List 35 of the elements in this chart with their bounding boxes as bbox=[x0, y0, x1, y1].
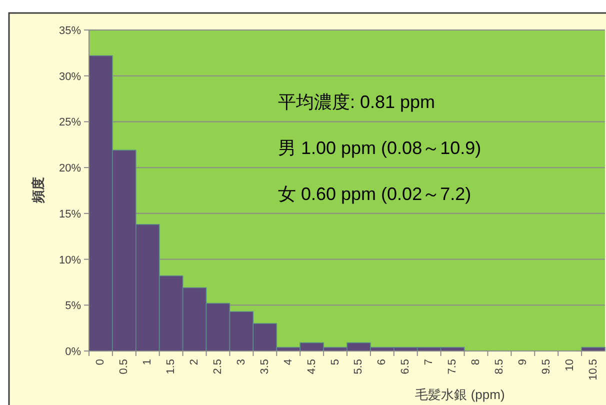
x-tick-label: 2 bbox=[188, 359, 201, 366]
y-tick-label: 35% bbox=[58, 25, 82, 37]
x-tick-label: 7.5 bbox=[446, 359, 459, 374]
x-tick-label: 4 bbox=[282, 359, 294, 366]
y-tick-label: 15% bbox=[58, 208, 82, 220]
annotation: 平均濃度: 0.81 ppm bbox=[278, 92, 436, 112]
y-tick-label: 25% bbox=[58, 116, 82, 129]
y-tick-label: 5% bbox=[65, 300, 82, 312]
x-tick-label: 5 bbox=[329, 359, 342, 366]
y-tick-label: 0% bbox=[65, 346, 82, 358]
y-axis-title: 頻度 bbox=[30, 177, 46, 204]
y-tick-label: 10% bbox=[58, 254, 82, 266]
annotation: 男 1.00 ppm (0.08～10.9) bbox=[278, 138, 482, 158]
x-tick-label: 8.5 bbox=[493, 359, 506, 374]
y-tick-label: 30% bbox=[58, 70, 82, 83]
x-tick-label: 10.5 bbox=[587, 359, 600, 380]
x-tick-label: 1.5 bbox=[165, 359, 178, 374]
x-tick-label: 3 bbox=[235, 359, 248, 366]
x-tick-label: 0.5 bbox=[118, 359, 130, 374]
y-tick-label: 20% bbox=[58, 162, 82, 175]
x-tick-label: 4.5 bbox=[306, 359, 318, 374]
x-tick-label: 8 bbox=[470, 359, 482, 366]
x-tick-label: 5.5 bbox=[352, 359, 365, 374]
x-tick-label: 10 bbox=[564, 359, 576, 372]
x-axis-title: 毛髪水銀 (ppm) bbox=[415, 387, 505, 402]
x-tick-label: 2.5 bbox=[212, 359, 224, 374]
x-tick-label: 3.5 bbox=[258, 359, 271, 374]
x-tick-label: 9 bbox=[516, 359, 529, 366]
annotation: 女 0.60 ppm (0.02～7.2) bbox=[278, 184, 472, 204]
x-tick-label: 6 bbox=[376, 359, 388, 366]
x-tick-label: 7 bbox=[423, 359, 436, 366]
x-tick-label: 9.5 bbox=[540, 359, 552, 374]
x-tick-label: 6.5 bbox=[400, 359, 412, 374]
x-tick-label: 1 bbox=[142, 359, 154, 366]
x-tick-label: 0 bbox=[94, 359, 107, 366]
